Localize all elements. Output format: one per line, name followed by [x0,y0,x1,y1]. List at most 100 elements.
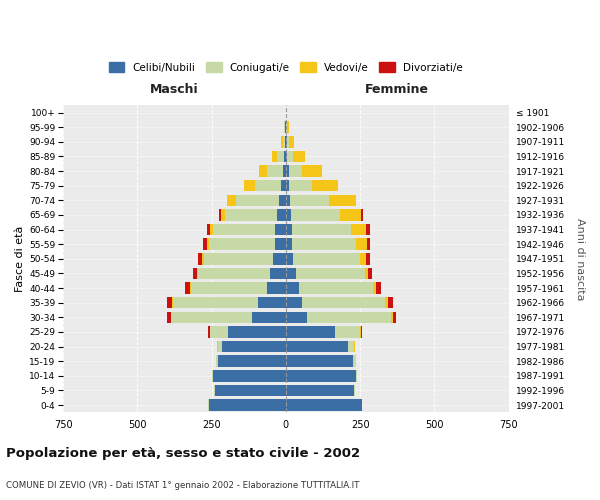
Bar [286,180,289,192]
Bar [209,400,286,411]
Bar [287,122,289,133]
Bar [289,136,293,147]
Bar [208,326,209,338]
Bar [213,224,275,235]
Bar [228,326,286,338]
Text: Maschi: Maschi [150,82,199,96]
Bar [286,194,290,206]
Text: COMUNE DI ZEVIO (VR) - Dati ISTAT 1° gennaio 2002 - Elaborazione TUTTITALIA.IT: COMUNE DI ZEVIO (VR) - Dati ISTAT 1° gen… [6,480,359,490]
Legend: Celibi/Nubili, Coniugati/e, Vedovi/e, Divorziati/e: Celibi/Nubili, Coniugati/e, Vedovi/e, Di… [104,58,467,77]
Bar [215,384,286,396]
Bar [367,238,370,250]
Bar [286,238,292,250]
Bar [286,136,287,147]
Bar [191,282,266,294]
Bar [360,253,366,264]
Bar [197,268,198,279]
Bar [286,356,353,367]
Bar [312,180,338,192]
Bar [213,370,286,382]
Bar [286,341,348,352]
Bar [286,224,292,235]
Bar [283,166,286,177]
Bar [257,297,286,308]
Bar [292,238,356,250]
Bar [198,253,202,264]
Bar [259,166,266,177]
Bar [227,194,236,206]
Bar [251,312,286,323]
Bar [218,356,286,367]
Bar [222,341,286,352]
Bar [286,166,289,177]
Bar [280,194,286,206]
Bar [302,166,322,177]
Bar [190,282,191,294]
Bar [307,312,391,323]
Bar [299,282,373,294]
Bar [210,326,228,338]
Bar [376,282,381,294]
Bar [283,136,285,147]
Y-axis label: Anni di nascita: Anni di nascita [575,218,585,300]
Bar [296,268,365,279]
Bar [302,297,385,308]
Bar [281,180,286,192]
Bar [269,268,286,279]
Bar [285,136,286,147]
Bar [216,356,218,367]
Bar [286,370,356,382]
Bar [360,326,361,338]
Bar [193,268,197,279]
Bar [373,282,376,294]
Bar [277,209,286,220]
Bar [287,136,289,147]
Bar [266,166,283,177]
Bar [353,356,356,367]
Bar [393,312,397,323]
Bar [286,384,354,396]
Bar [366,224,370,235]
Bar [348,341,354,352]
Bar [286,268,296,279]
Bar [286,326,335,338]
Bar [198,268,269,279]
Bar [361,326,362,338]
Bar [292,224,351,235]
Bar [225,209,277,220]
Bar [286,400,362,411]
Bar [365,268,368,279]
Bar [286,253,293,264]
Bar [203,238,207,250]
Bar [289,180,312,192]
Bar [287,150,293,162]
Bar [275,238,286,250]
Bar [173,297,257,308]
Bar [286,312,307,323]
Bar [289,166,302,177]
Y-axis label: Fasce di età: Fasce di età [15,226,25,292]
Bar [385,297,388,308]
Bar [351,224,366,235]
Bar [361,209,362,220]
Bar [206,224,210,235]
Bar [391,312,393,323]
Bar [266,282,286,294]
Text: Popolazione per età, sesso e stato civile - 2002: Popolazione per età, sesso e stato civil… [6,448,360,460]
Bar [236,194,280,206]
Bar [185,282,190,294]
Bar [286,297,302,308]
Bar [275,224,286,235]
Bar [388,297,393,308]
Bar [221,209,225,220]
Bar [219,209,221,220]
Bar [290,194,329,206]
Bar [277,150,284,162]
Bar [218,341,222,352]
Bar [293,253,360,264]
Bar [335,326,360,338]
Bar [286,150,287,162]
Bar [272,150,277,162]
Bar [284,122,285,133]
Bar [291,209,340,220]
